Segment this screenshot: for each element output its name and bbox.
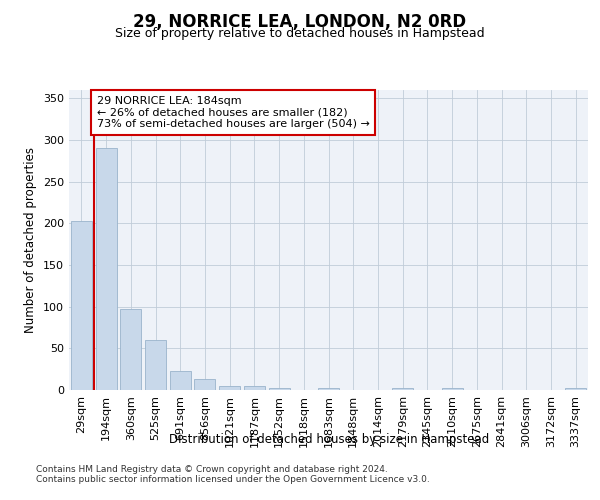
Bar: [194, 379, 215, 390]
Bar: [71, 221, 92, 390]
Text: Distribution of detached houses by size in Hampstead: Distribution of detached houses by size …: [169, 432, 489, 446]
Bar: [244, 386, 265, 390]
Bar: [170, 371, 191, 390]
Bar: [565, 388, 586, 390]
Bar: [442, 388, 463, 390]
Bar: [95, 148, 116, 390]
Text: Size of property relative to detached houses in Hampstead: Size of property relative to detached ho…: [115, 28, 485, 40]
Y-axis label: Number of detached properties: Number of detached properties: [25, 147, 37, 333]
Text: 29 NORRICE LEA: 184sqm
← 26% of detached houses are smaller (182)
73% of semi-de: 29 NORRICE LEA: 184sqm ← 26% of detached…: [97, 96, 370, 129]
Bar: [120, 309, 141, 390]
Text: Contains public sector information licensed under the Open Government Licence v3: Contains public sector information licen…: [36, 476, 430, 484]
Bar: [219, 386, 240, 390]
Bar: [145, 340, 166, 390]
Bar: [269, 388, 290, 390]
Bar: [318, 388, 339, 390]
Text: Contains HM Land Registry data © Crown copyright and database right 2024.: Contains HM Land Registry data © Crown c…: [36, 466, 388, 474]
Text: 29, NORRICE LEA, LONDON, N2 0RD: 29, NORRICE LEA, LONDON, N2 0RD: [133, 12, 467, 30]
Bar: [392, 388, 413, 390]
